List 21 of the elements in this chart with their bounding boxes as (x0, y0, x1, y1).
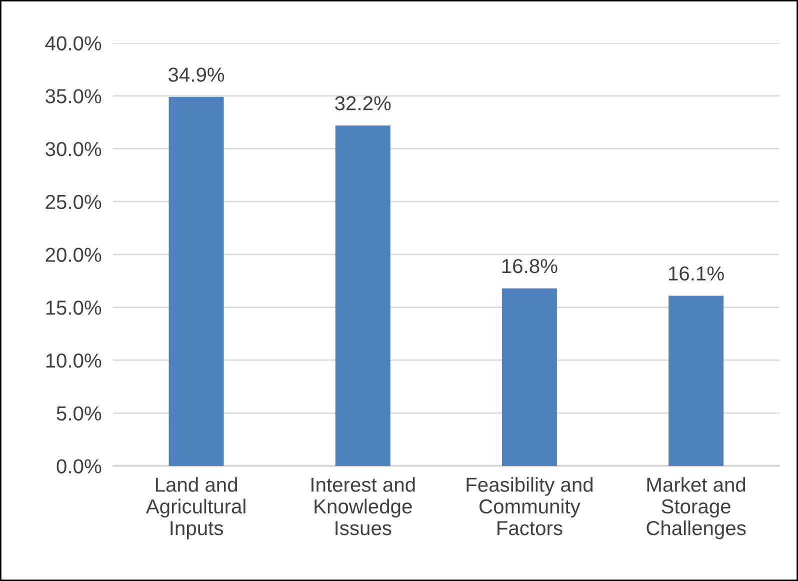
x-tick-label: Land and Agricultural Inputs (146, 477, 246, 540)
x-tick-label: Interest and Knowledge Issues (312, 477, 415, 536)
x-tick-label: Feasibility and Community Factors (466, 477, 593, 536)
y-tick-label: 20.0% (46, 248, 102, 262)
data-label: 16.1% (669, 266, 724, 281)
y-tick-label: 40.0% (45, 36, 102, 50)
y-tick-label: 10.0% (46, 353, 102, 368)
bar (168, 96, 224, 466)
y-tick-label: 35.0% (46, 89, 102, 104)
data-label: 16.8% (502, 258, 558, 274)
y-tick-label: 25.0% (46, 194, 102, 210)
bar (335, 125, 390, 466)
y-tick-label: 30.0% (46, 142, 102, 156)
bar (502, 288, 557, 466)
y-tick-label: 5.0% (56, 406, 102, 421)
bar (668, 296, 724, 466)
y-tick-label: 0.0% (56, 459, 102, 474)
y-tick-label: 15.0% (46, 300, 102, 315)
x-tick-label: Market and Storage Challenges (646, 477, 746, 540)
data-label: 32.2% (335, 96, 391, 110)
data-label: 34.9% (168, 68, 224, 82)
